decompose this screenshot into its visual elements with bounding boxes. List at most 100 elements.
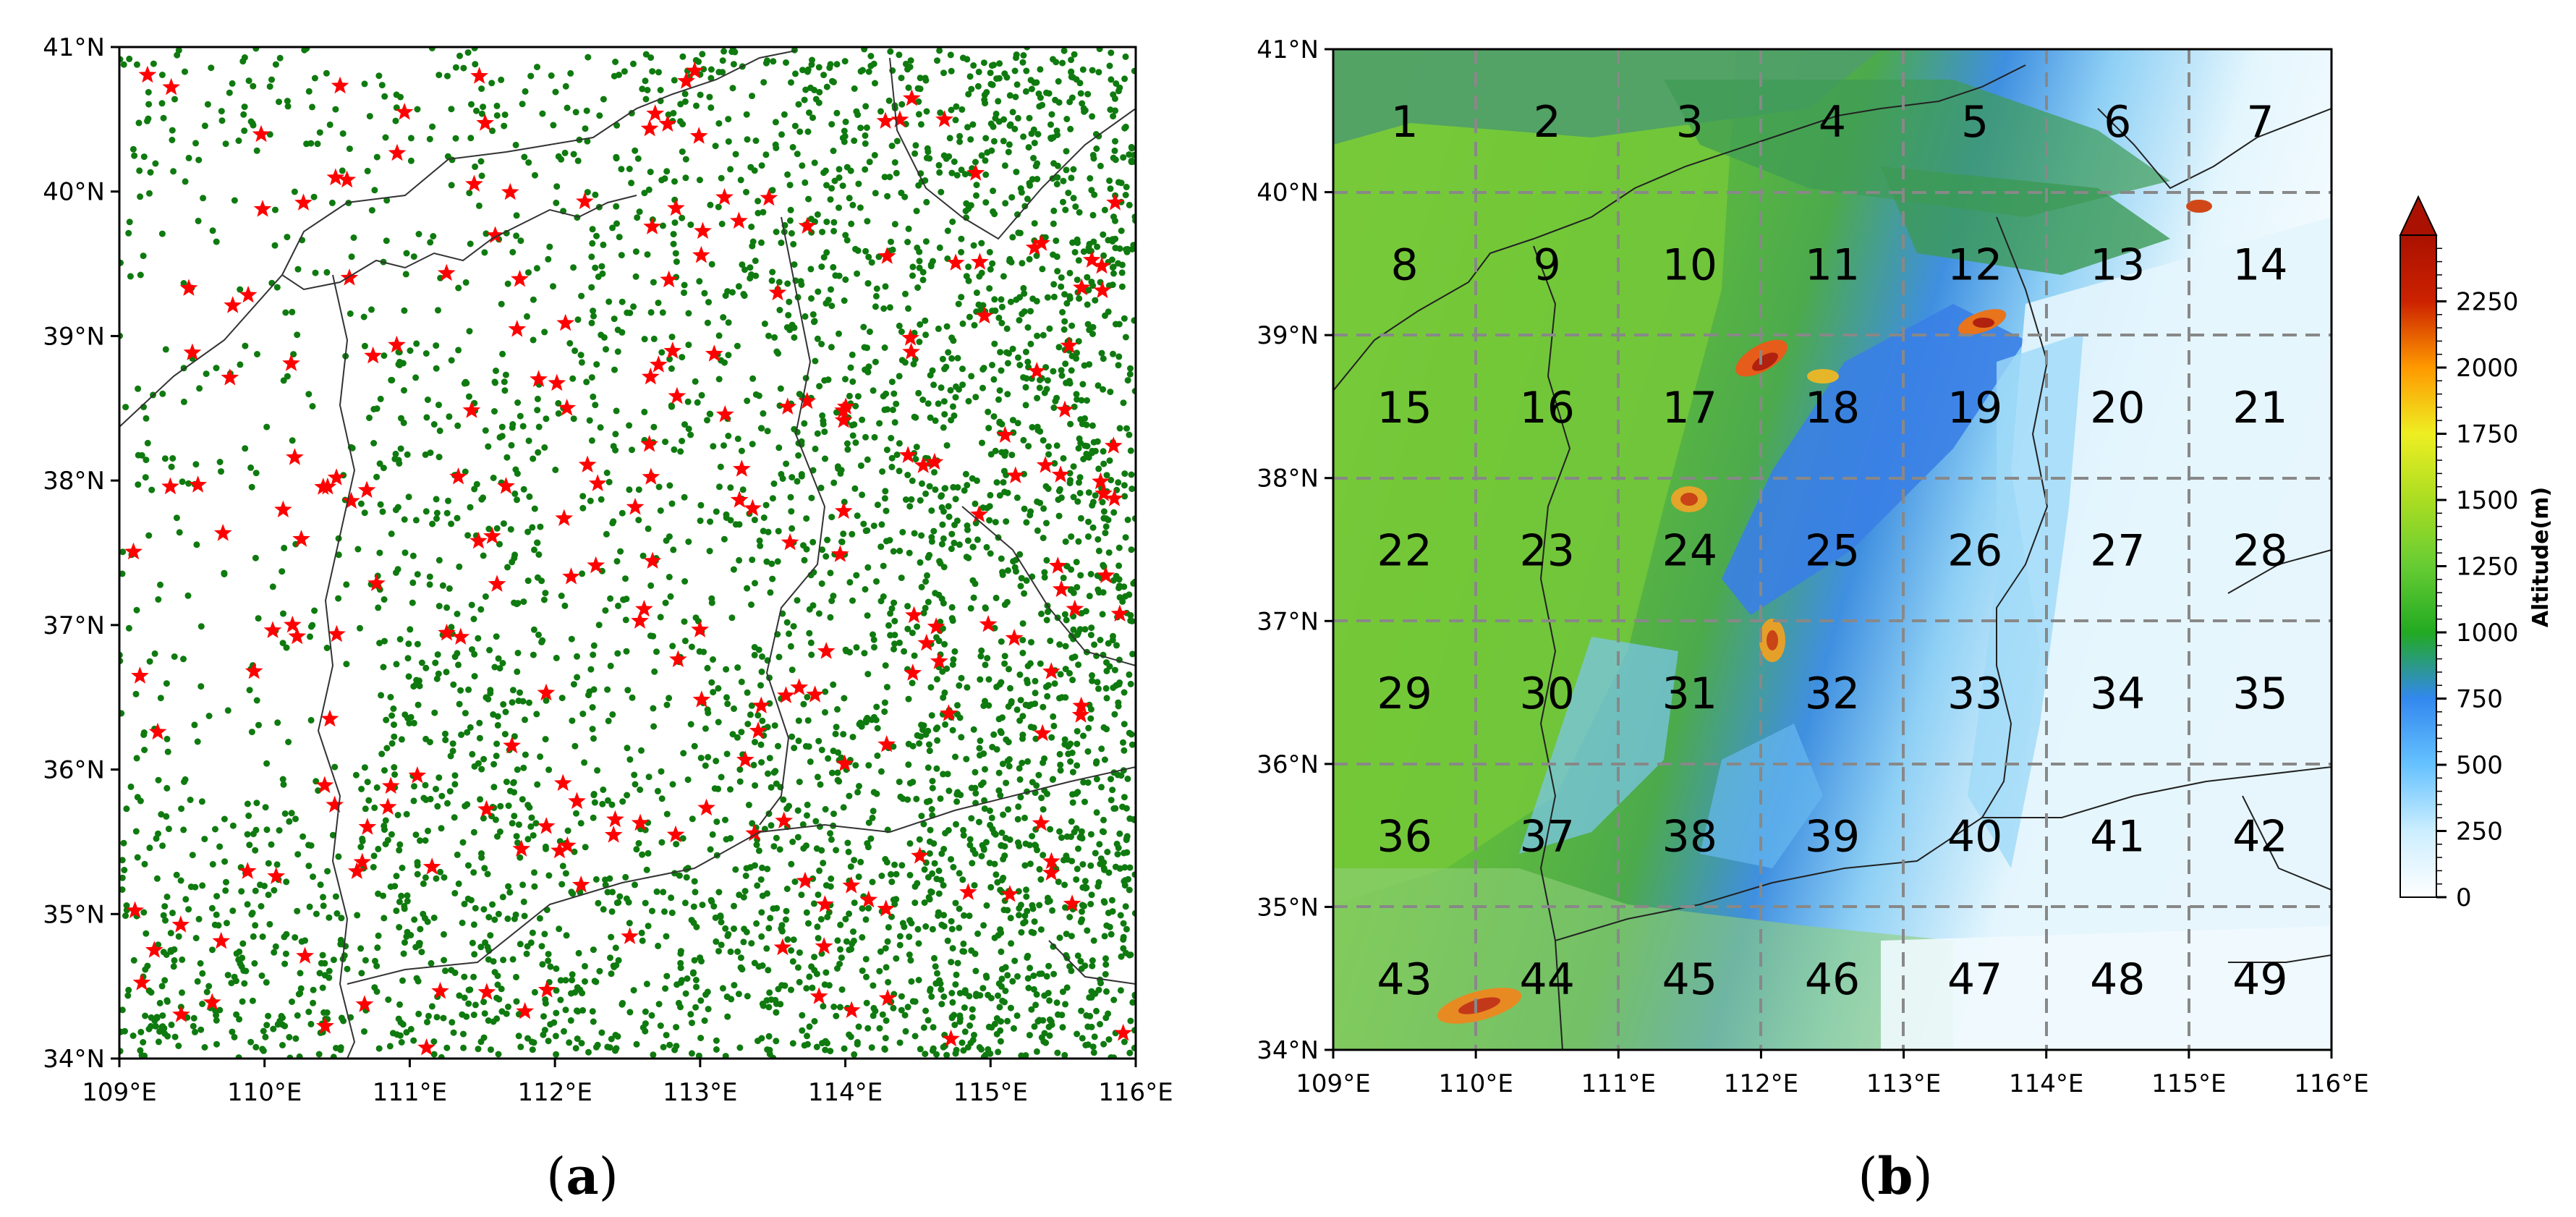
grid-cell-label: 44 — [1520, 954, 1575, 1005]
x-tick-label: 109°E — [1296, 1069, 1370, 1098]
y-tick-label: 36°N — [43, 756, 105, 785]
y-tick-label: 37°N — [1257, 607, 1319, 636]
x-tick-label: 109°E — [82, 1078, 156, 1107]
grid-cell-label: 47 — [1947, 954, 2002, 1005]
y-tick-label: 34°N — [1257, 1036, 1319, 1065]
colorbar-tick-label: 1250 — [2456, 553, 2519, 582]
grid-cell-label: 43 — [1377, 954, 1432, 1005]
grid-cell-label: 10 — [1662, 239, 1717, 290]
x-tick-label: 113°E — [1866, 1069, 1941, 1098]
grid-cell-label: 22 — [1377, 526, 1432, 577]
grid-cell-label: 36 — [1377, 812, 1432, 862]
grid-cell-label: 24 — [1662, 526, 1717, 577]
grid-cell-label: 41 — [2090, 812, 2145, 862]
grid-cell-label: 5 — [1961, 97, 1989, 148]
y-tick-label: 40°N — [43, 178, 105, 207]
province-boundaries-a — [119, 50, 1136, 1059]
grid-lines — [1333, 49, 2331, 1050]
colorbar-tick-label: 1500 — [2456, 486, 2519, 515]
grid-cell-label: 1 — [1390, 97, 1418, 148]
grid-cell-label: 7 — [2246, 97, 2274, 148]
national-station-stars — [124, 61, 1133, 1056]
grid-cell-label: 8 — [1390, 239, 1418, 290]
colorbar-tick-label: 750 — [2456, 685, 2503, 714]
x-tick-label: 111°E — [373, 1078, 447, 1107]
grid-cell-label: 27 — [2090, 526, 2145, 577]
panel-a-frame — [118, 46, 1137, 1060]
colorbar-tick-label: 250 — [2456, 818, 2503, 847]
panel-a-axes: 109°E 110°E 111°E 112°E 113°E 114°E 115°E 116°E… — [43, 33, 1173, 1107]
colorbar-label: Altitude(m) — [2528, 487, 2554, 627]
grid-cell-label: 3 — [1676, 97, 1704, 148]
colorbar-tick-label: 1000 — [2456, 619, 2519, 648]
y-tick-label: 41°N — [1257, 35, 1319, 64]
colorbar-ticks: 0 250 500 750 1000 1250 1500 1750 2000 2250 — [2436, 247, 2519, 912]
grid-cell-label: 19 — [1947, 383, 2002, 433]
y-tick-label: 39°N — [1257, 321, 1319, 350]
grid-cell-label: 12 — [1947, 239, 2002, 290]
y-tick-label: 35°N — [43, 900, 105, 929]
grid-cell-label: 38 — [1662, 812, 1717, 862]
grid-cell-label: 33 — [1947, 669, 2002, 719]
y-tick-label: 38°N — [43, 467, 105, 496]
panel-a-plot-area — [119, 47, 1136, 1059]
grid-cell-label: 6 — [2104, 97, 2131, 148]
grid-cell-label: 14 — [2232, 239, 2287, 290]
grid-cell-label: 39 — [1805, 812, 1860, 862]
grid-cell-label: 48 — [2090, 954, 2145, 1005]
grid-cell-label: 2 — [1534, 97, 1561, 148]
y-tick-label: 35°N — [1257, 893, 1319, 922]
grid-cell-label: 40 — [1947, 812, 2002, 862]
y-tick-label: 36°N — [1257, 750, 1319, 779]
grid-cell-label: 11 — [1805, 239, 1860, 290]
y-tick-label: 41°N — [43, 33, 105, 62]
x-tick-label: 116°E — [2294, 1069, 2368, 1098]
x-tick-label: 114°E — [808, 1078, 883, 1107]
x-tick-label: 111°E — [1581, 1069, 1656, 1098]
colorbar-tick-label: 2000 — [2456, 354, 2519, 383]
grid-cell-label: 17 — [1662, 383, 1717, 433]
grid-cell-label: 18 — [1805, 383, 1860, 433]
grid-cell-label: 49 — [2232, 954, 2287, 1005]
y-tick-label: 38°N — [1257, 465, 1319, 493]
x-tick-label: 116°E — [1098, 1078, 1173, 1107]
panel-b-letter: b — [1878, 1146, 1913, 1206]
grid-cell-label: 30 — [1520, 669, 1575, 719]
panel-b-label: (b) — [1858, 1146, 1933, 1206]
panel-a-label: (a) — [546, 1146, 619, 1206]
altitude-colorbar: 0 250 500 750 1000 1250 1500 1750 2000 2250 Altit… — [2399, 195, 2554, 912]
grid-cell-label: 32 — [1805, 669, 1860, 719]
grid-cell-label: 20 — [2090, 383, 2145, 433]
x-tick-label: 110°E — [1438, 1069, 1513, 1098]
grid-cell-label: 13 — [2090, 239, 2145, 290]
grid-cell-label: 45 — [1662, 954, 1717, 1005]
grid-cell-label: 25 — [1805, 526, 1860, 577]
grid-cell-label: 34 — [2090, 669, 2145, 719]
colorbar-gradient — [2399, 234, 2437, 898]
x-tick-label: 115°E — [953, 1078, 1028, 1107]
grid-cell-label: 23 — [1520, 526, 1575, 577]
panel-a-station-map: 109°E 110°E 111°E 112°E 113°E 114°E 115°E 116°E… — [43, 33, 1173, 1206]
y-tick-label: 40°N — [1257, 179, 1319, 208]
panel-b-frame — [1332, 48, 2333, 1051]
weather-station-dots — [119, 47, 1136, 1059]
x-tick-label: 112°E — [517, 1078, 592, 1107]
grid-cell-label: 37 — [1520, 812, 1575, 862]
colorbar-tick-label: 1750 — [2456, 420, 2519, 449]
grid-cell-label: 9 — [1534, 239, 1561, 290]
panel-a-letter: a — [566, 1146, 598, 1206]
panel-b-axes: 109°E 110°E 111°E 112°E 113°E 114°E 115°E 116°E… — [1257, 35, 2368, 1098]
x-tick-label: 110°E — [227, 1078, 302, 1107]
grid-cell-label: 46 — [1805, 954, 1860, 1005]
colorbar-tick-label: 500 — [2456, 751, 2503, 780]
colorbar-tick-label: 2250 — [2456, 288, 2519, 317]
y-tick-label: 37°N — [43, 611, 105, 640]
y-tick-label: 34°N — [43, 1045, 105, 1074]
grid-cell-label: 4 — [1819, 97, 1846, 148]
colorbar-tick-label: 0 — [2456, 883, 2472, 912]
grid-cell-label: 26 — [1947, 526, 2002, 577]
grid-cell-label: 28 — [2232, 526, 2287, 577]
